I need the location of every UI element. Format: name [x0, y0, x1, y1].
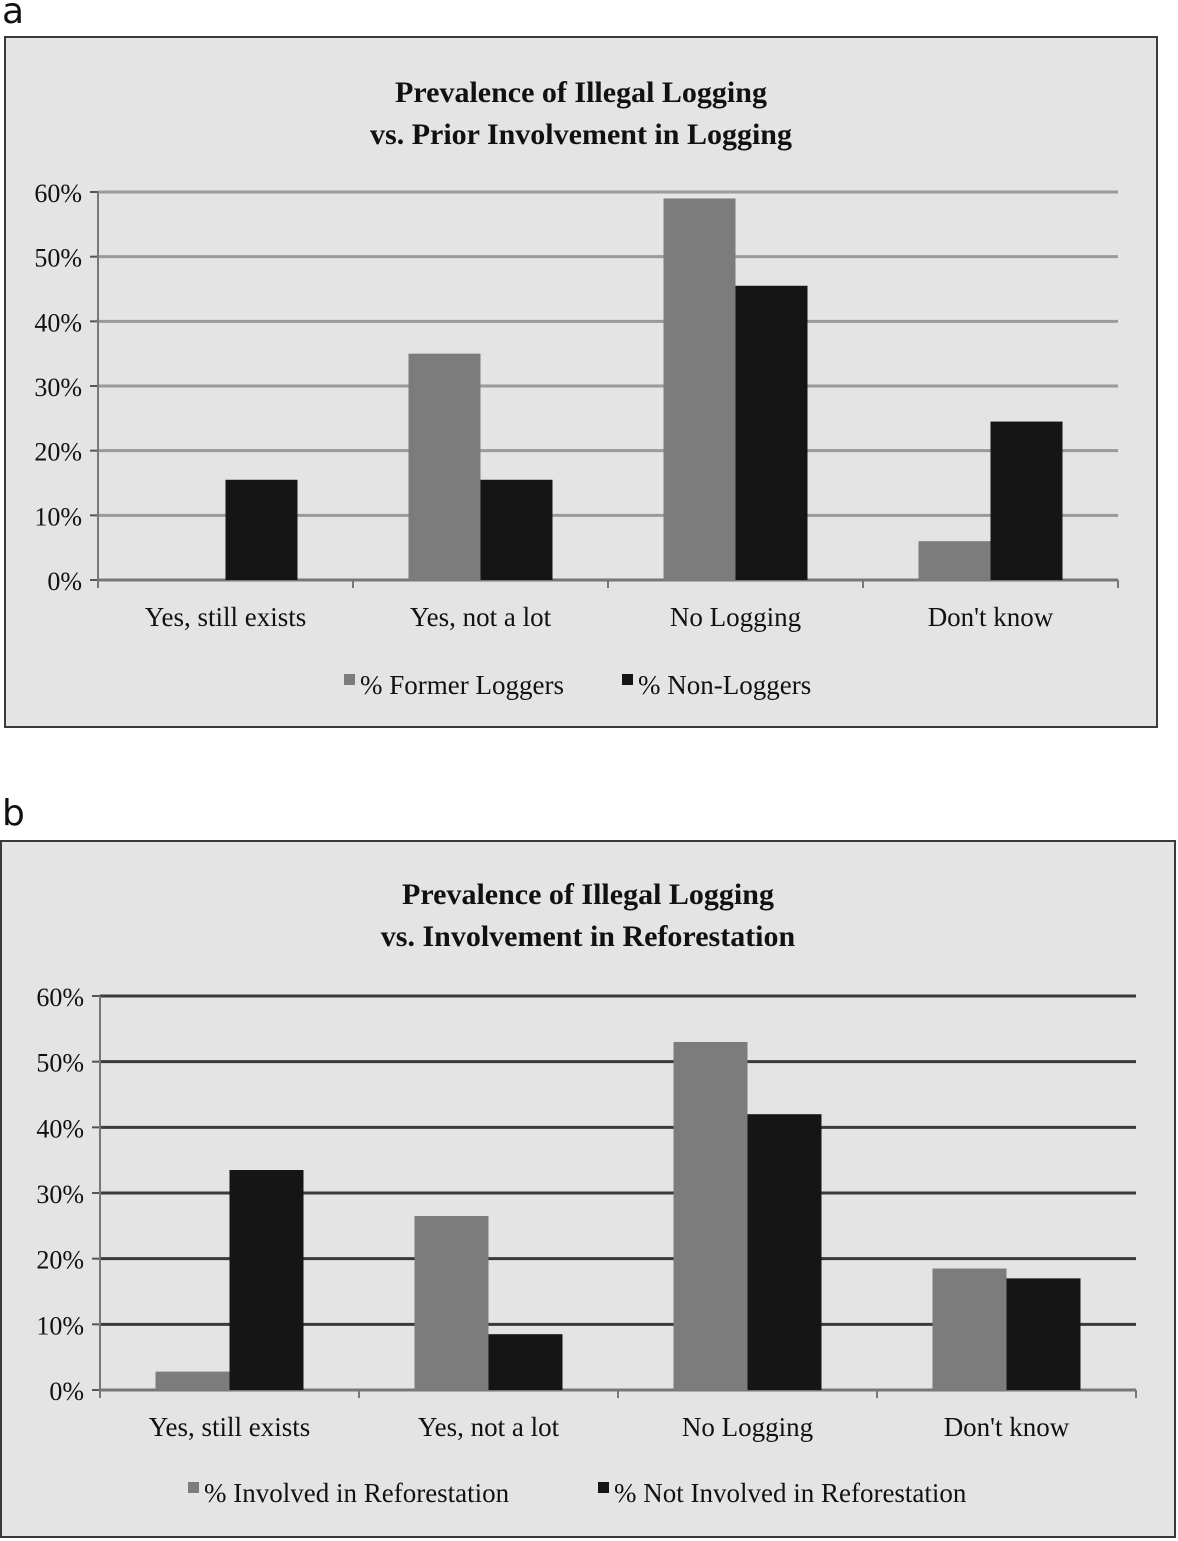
chart-b-bar-s1-2 [414, 1215, 489, 1390]
chart-b-bar-s1-3 [673, 1041, 748, 1390]
chart-b-title: Prevalence of Illegal Logging vs. Involv… [2, 874, 1174, 958]
chart-b-xtick-label: No Logging [682, 1412, 813, 1442]
chart-a-legend-swatch-1 [344, 674, 355, 685]
chart-b-title-line-2: vs. Involvement in Reforestation [380, 920, 796, 953]
chart-a-xtick-label: Don't know [928, 602, 1054, 632]
chart-a-title: Prevalence of Illegal Logging vs. Prior … [6, 72, 1156, 156]
chart-a-ytick-label: 0% [47, 567, 82, 596]
chart-b-legend-label-2: % Not Involved in Reforestation [614, 1478, 967, 1508]
chart-b-ytick-label: 20% [36, 1246, 84, 1275]
chart-b: Prevalence of Illegal Logging vs. Involv… [0, 840, 1176, 1538]
chart-b-ytick-label: 40% [36, 1114, 84, 1143]
chart-a: Prevalence of Illegal Logging vs. Prior … [4, 36, 1158, 728]
chart-a-legend-label-2: % Non-Loggers [638, 670, 811, 700]
chart-a-bar-s1-3 [663, 198, 736, 580]
chart-b-ytick-label: 50% [36, 1049, 84, 1078]
chart-a-bar-s1-4 [918, 541, 991, 580]
chart-a-title-line-2: vs. Prior Involvement in Logging [370, 118, 792, 151]
chart-b-bar-s2-4 [1006, 1278, 1081, 1390]
chart-a-legend-label-1: % Former Loggers [360, 670, 564, 700]
chart-a-ytick-label: 60% [34, 179, 82, 208]
chart-b-legend-swatch-1 [188, 1482, 199, 1493]
chart-a-legend-swatch-2 [622, 674, 633, 685]
chart-a-bar-s2-2 [480, 479, 553, 580]
chart-a-ytick-label: 10% [34, 502, 82, 531]
chart-b-legend-swatch-2 [598, 1482, 609, 1493]
chart-a-ytick-label: 40% [34, 308, 82, 337]
chart-a-bar-s2-4 [990, 421, 1063, 580]
chart-b-bar-s1-1 [155, 1371, 230, 1390]
chart-b-ytick-label: 60% [36, 983, 84, 1012]
chart-b-bar-s2-1 [229, 1170, 304, 1390]
chart-b-xtick-label: Don't know [944, 1412, 1070, 1442]
chart-b-ytick-label: 0% [49, 1377, 84, 1406]
chart-a-bar-s1-2 [408, 353, 481, 580]
chart-b-plot: 0% 10% 20% 30% 40% 50% 60% Yes, still exists Yes… [36, 983, 1137, 1508]
chart-b-xtick-label: Yes, still exists [149, 1412, 311, 1442]
chart-b-bar-s2-3 [747, 1114, 822, 1390]
chart-a-bar-s2-3 [735, 285, 808, 580]
chart-a-ytick-label: 30% [34, 373, 82, 402]
chart-a-xtick-label: Yes, not a lot [410, 602, 552, 632]
chart-b-bar-s2-2 [488, 1334, 563, 1390]
chart-a-xtick-label: Yes, still exists [145, 602, 307, 632]
chart-b-ytick-label: 10% [36, 1311, 84, 1340]
chart-b-title-line-1: Prevalence of Illegal Logging [402, 878, 774, 911]
chart-a-plot: 0% 10% 20% 30% 40% 50% 60% Yes, still exists Yes… [34, 179, 1119, 700]
chart-a-xtick-label: No Logging [670, 602, 801, 632]
chart-a-ytick-label: 50% [34, 244, 82, 273]
chart-b-xtick-label: Yes, not a lot [418, 1412, 560, 1442]
chart-a-title-line-1: Prevalence of Illegal Logging [395, 76, 767, 109]
panel-a-letter: a [2, 0, 25, 32]
chart-a-ytick-label: 20% [34, 438, 82, 467]
panel-b-letter: b [2, 793, 25, 834]
chart-b-bar-s1-4 [932, 1268, 1007, 1390]
chart-b-legend-label-1: % Involved in Reforestation [204, 1478, 510, 1508]
chart-a-bar-s2-1 [225, 479, 298, 580]
chart-b-ytick-label: 30% [36, 1180, 84, 1209]
